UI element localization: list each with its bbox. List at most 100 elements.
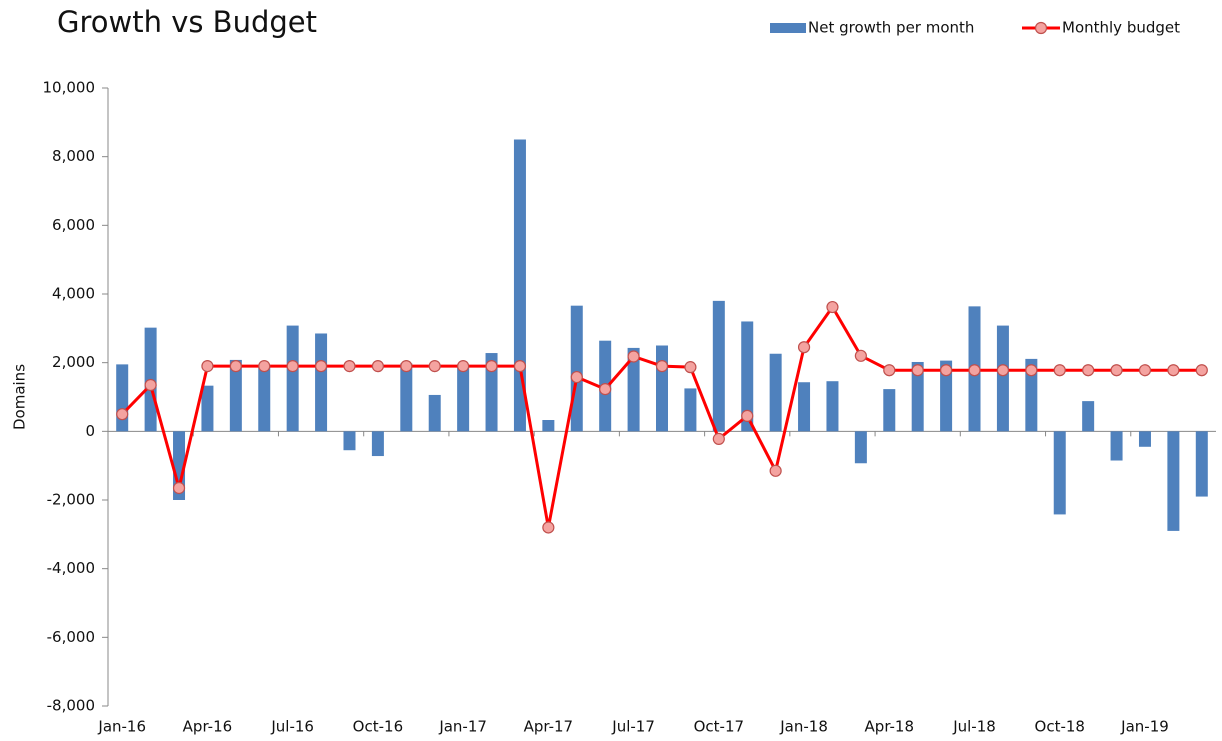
bar: [1053, 431, 1066, 515]
y-tick-label: -4,000: [47, 559, 95, 577]
bar: [315, 333, 328, 432]
bar: [1082, 401, 1095, 432]
bar: [854, 431, 867, 464]
y-tick-label: 2,000: [52, 353, 95, 371]
bar: [769, 353, 782, 432]
bar: [826, 381, 839, 432]
x-tick-label: Jul-16: [270, 718, 314, 736]
bar: [201, 385, 214, 432]
line-marker: [286, 360, 299, 373]
line-marker: [513, 360, 527, 373]
x-tick-label: Oct-16: [353, 718, 403, 736]
line-marker: [457, 360, 470, 373]
x-tick-label: Jan-19: [1120, 718, 1169, 736]
bar: [940, 360, 953, 432]
line-marker: [542, 521, 555, 534]
line-marker: [371, 360, 384, 373]
x-tick-label: Jul-18: [952, 718, 996, 736]
y-tick-label: 0: [85, 422, 95, 440]
bar: [485, 353, 498, 432]
line-marker: [1195, 364, 1208, 377]
bar: [116, 364, 129, 432]
line-marker: [1053, 364, 1066, 377]
line-marker: [400, 360, 413, 373]
bar: [656, 345, 668, 432]
line-marker: [797, 341, 811, 354]
bar: [1138, 431, 1151, 447]
y-tick-label: 6,000: [52, 216, 95, 234]
line-marker: [1082, 364, 1095, 377]
line-marker: [1110, 364, 1123, 377]
line-marker: [684, 361, 697, 374]
line-marker: [1025, 364, 1038, 377]
bar: [343, 431, 356, 451]
line-marker: [712, 432, 725, 445]
line-marker: [1138, 364, 1152, 377]
bar: [798, 382, 811, 432]
bar: [286, 325, 299, 432]
line-marker: [229, 360, 242, 373]
y-tick-label: -8,000: [47, 697, 95, 715]
x-tick-label: Apr-16: [183, 718, 233, 736]
line-marker: [201, 360, 214, 373]
line-marker: [741, 409, 754, 422]
bar: [883, 389, 896, 432]
y-tick-label: -6,000: [47, 628, 95, 646]
x-tick-label: Apr-18: [865, 718, 915, 736]
bar: [684, 388, 697, 432]
bar: [457, 364, 470, 432]
y-tick-label: 8,000: [52, 147, 95, 165]
line-marker: [144, 378, 157, 392]
line-marker: [854, 349, 867, 362]
bar: [371, 431, 384, 457]
x-tick-label: Jan-17: [438, 718, 487, 736]
y-tick-label: 10,000: [43, 79, 96, 97]
chart-title: Growth vs Budget: [57, 5, 317, 39]
bar: [996, 325, 1009, 432]
x-tick-label: Apr-17: [524, 718, 574, 736]
y-axis-label: Domains: [11, 364, 29, 430]
line-marker: [599, 383, 612, 396]
line-marker: [1167, 364, 1180, 377]
bar: [229, 359, 242, 432]
x-tick-label: Jan-18: [779, 718, 828, 736]
bar: [1025, 358, 1038, 432]
y-tick-label: -2,000: [47, 491, 95, 509]
line-marker: [940, 364, 953, 377]
line-marker: [172, 481, 186, 495]
line-marker: [911, 364, 924, 377]
line-marker: [314, 360, 328, 373]
line-marker: [428, 360, 441, 373]
line-marker: [655, 360, 669, 373]
x-tick-label: Oct-18: [1035, 718, 1085, 736]
x-tick-label: Jan-16: [97, 718, 146, 736]
y-tick-label: 4,000: [52, 285, 95, 303]
legend-swatch: [1034, 21, 1048, 35]
bar: [627, 347, 640, 432]
line-marker: [258, 360, 271, 373]
bar: [1195, 431, 1208, 497]
bar: [428, 394, 441, 432]
line-marker: [769, 464, 782, 477]
line-marker: [996, 364, 1010, 377]
bar: [570, 305, 583, 432]
legend-label: Net growth per month: [808, 19, 974, 37]
x-tick-label: Jul-17: [611, 718, 655, 736]
bar: [513, 139, 526, 432]
line-marker: [627, 350, 640, 363]
bar: [911, 361, 924, 432]
line-marker: [343, 360, 356, 373]
bar: [741, 321, 754, 432]
line-marker: [485, 360, 498, 373]
line-marker: [826, 300, 839, 314]
line-marker: [570, 370, 583, 384]
bar: [712, 300, 725, 432]
bar: [1167, 431, 1180, 531]
legend-swatch: [770, 23, 806, 33]
x-tick-label: Oct-17: [694, 718, 744, 736]
line-marker: [883, 364, 896, 377]
bar: [400, 363, 413, 432]
legend-label: Monthly budget: [1062, 19, 1180, 37]
bar: [542, 420, 555, 432]
